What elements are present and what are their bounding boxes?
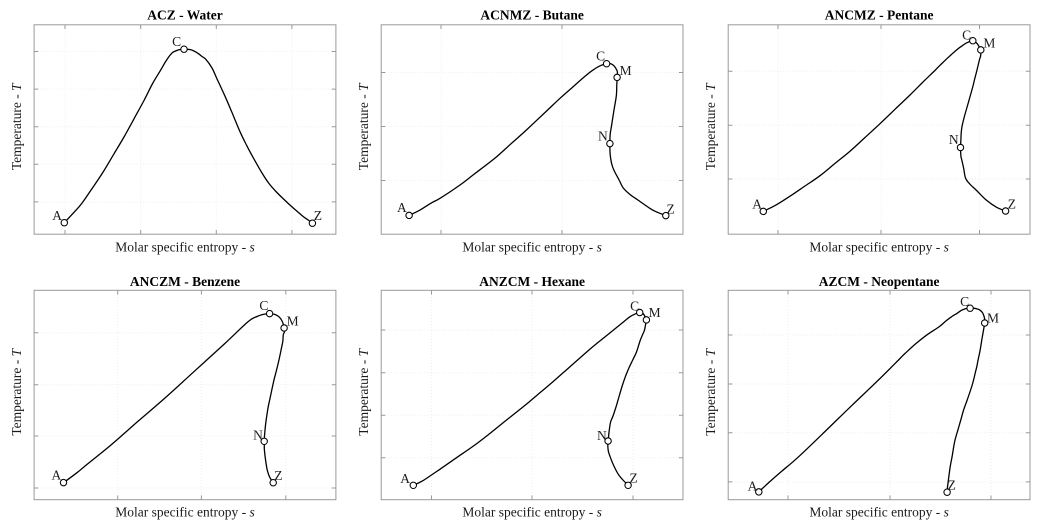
svg-text:M: M [649, 305, 661, 320]
svg-text:C: C [630, 299, 639, 314]
svg-text:Molar specific entropy - s: Molar specific entropy - s [809, 504, 948, 519]
svg-text:Z: Z [1008, 197, 1016, 212]
svg-text:Temperature - T: Temperature - T [703, 82, 718, 170]
svg-text:ACZ - Water: ACZ - Water [147, 8, 223, 23]
svg-text:M: M [287, 314, 299, 329]
svg-text:Z: Z [948, 478, 956, 493]
svg-text:Temperature - T: Temperature - T [9, 82, 24, 170]
svg-text:A: A [52, 468, 62, 483]
svg-text:Z: Z [630, 471, 638, 486]
svg-text:C: C [596, 49, 605, 64]
svg-text:Molar specific entropy - s: Molar specific entropy - s [809, 239, 948, 254]
svg-text:N: N [253, 428, 263, 443]
svg-text:C: C [960, 294, 969, 309]
svg-text:Z: Z [667, 202, 675, 217]
svg-text:M: M [987, 311, 999, 326]
svg-text:A: A [748, 479, 758, 494]
svg-text:Molar specific entropy - s: Molar specific entropy - s [115, 504, 254, 519]
svg-text:N: N [949, 132, 959, 147]
svg-text:N: N [597, 428, 607, 443]
svg-text:C: C [172, 34, 181, 49]
svg-text:Molar specific entropy - s: Molar specific entropy - s [115, 239, 254, 254]
svg-text:Z: Z [314, 208, 322, 223]
svg-text:M: M [983, 35, 995, 50]
svg-text:Temperature - T: Temperature - T [356, 347, 371, 435]
svg-text:C: C [259, 298, 268, 313]
svg-text:Z: Z [274, 468, 282, 483]
svg-text:AZCM - Neopentane: AZCM - Neopentane [819, 274, 940, 289]
svg-text:M: M [620, 63, 632, 78]
svg-text:Temperature - T: Temperature - T [356, 82, 371, 170]
svg-text:Molar specific entropy - s: Molar specific entropy - s [462, 239, 601, 254]
svg-text:A: A [400, 471, 410, 486]
svg-text:A: A [52, 208, 62, 223]
svg-text:ACNMZ - Butane: ACNMZ - Butane [480, 8, 584, 23]
svg-text:A: A [752, 197, 762, 212]
svg-text:ANZCM - Hexane: ANZCM - Hexane [479, 274, 585, 289]
svg-text:ANCZM - Benzene: ANCZM - Benzene [130, 274, 240, 289]
svg-text:C: C [962, 27, 971, 42]
svg-text:ANCMZ - Pentane: ANCMZ - Pentane [825, 8, 934, 23]
svg-text:N: N [598, 129, 608, 144]
svg-text:Temperature - T: Temperature - T [9, 347, 24, 435]
svg-text:Temperature - T: Temperature - T [703, 347, 718, 435]
svg-text:A: A [397, 200, 407, 215]
svg-text:Molar specific entropy - s: Molar specific entropy - s [462, 504, 601, 519]
